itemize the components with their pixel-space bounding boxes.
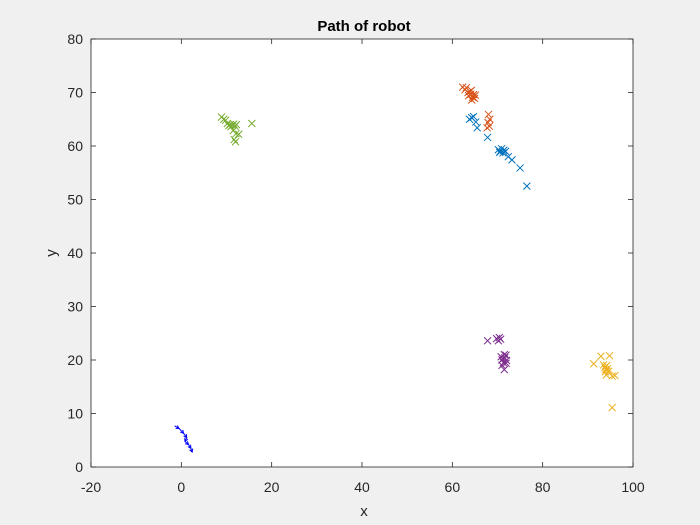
y-tick-label: 10 bbox=[67, 406, 83, 422]
data-point bbox=[473, 123, 482, 132]
trajectory-arrowhead bbox=[189, 448, 194, 454]
data-point bbox=[232, 120, 241, 129]
data-point bbox=[500, 365, 509, 374]
data-point bbox=[501, 147, 510, 156]
data-point bbox=[483, 336, 492, 345]
data-point bbox=[483, 123, 491, 132]
x-tick-label: -20 bbox=[81, 479, 101, 495]
data-point bbox=[232, 129, 240, 138]
data-point bbox=[502, 359, 510, 368]
y-tick-label: 0 bbox=[75, 459, 83, 475]
x-tick-label: 0 bbox=[177, 479, 185, 495]
data-point bbox=[500, 350, 509, 359]
x-tick-label: 40 bbox=[354, 479, 370, 495]
data-point bbox=[495, 333, 504, 342]
y-tick-label: 60 bbox=[67, 138, 83, 154]
series-2 bbox=[589, 351, 619, 412]
chart-title: Path of robot bbox=[317, 18, 410, 35]
data-point bbox=[483, 133, 492, 142]
data-point bbox=[467, 86, 476, 95]
x-axis: -20 0 20 40 60 80 100 bbox=[81, 39, 645, 495]
x-tick-label: 60 bbox=[445, 479, 461, 495]
y-tick-label: 40 bbox=[67, 245, 83, 261]
y-tick-label: 50 bbox=[67, 192, 83, 208]
data-point bbox=[234, 130, 243, 139]
data-point bbox=[603, 364, 612, 373]
data-point bbox=[589, 359, 598, 368]
data-point bbox=[229, 120, 238, 128]
data-point bbox=[469, 112, 478, 121]
data-point bbox=[484, 110, 493, 119]
y-tick-label: 20 bbox=[67, 352, 83, 368]
x-axis-label: x bbox=[360, 503, 368, 520]
data-point bbox=[467, 96, 476, 104]
data-point bbox=[499, 146, 508, 155]
data-point bbox=[230, 135, 239, 144]
data-point bbox=[516, 164, 524, 172]
x-tick-label: 100 bbox=[621, 479, 645, 495]
y-tick-label: 70 bbox=[67, 85, 83, 101]
data-point bbox=[247, 119, 256, 128]
x-tick-label: 80 bbox=[535, 479, 551, 495]
series-1 bbox=[458, 83, 494, 132]
series-0 bbox=[465, 112, 531, 190]
y-axis-label: y bbox=[43, 249, 60, 257]
y-tick-label: 30 bbox=[67, 299, 83, 315]
data-point bbox=[523, 182, 531, 190]
series-4 bbox=[217, 113, 256, 146]
data-point bbox=[608, 372, 617, 380]
data-point bbox=[508, 156, 516, 164]
data-point bbox=[471, 91, 480, 100]
data-layer bbox=[174, 83, 619, 454]
trajectory-segment bbox=[178, 428, 184, 434]
plot-area bbox=[91, 39, 633, 467]
x-tick-label: 20 bbox=[264, 479, 280, 495]
data-point bbox=[471, 118, 480, 126]
data-point bbox=[231, 137, 240, 146]
trajectory-arrowhead bbox=[187, 444, 192, 450]
robot-trajectory bbox=[174, 425, 194, 454]
y-axis: 0 10 20 30 40 50 60 70 80 bbox=[67, 31, 633, 475]
data-point bbox=[597, 352, 605, 361]
data-point bbox=[502, 356, 511, 365]
data-point bbox=[604, 367, 613, 376]
series-3 bbox=[483, 333, 511, 374]
data-point bbox=[611, 371, 619, 380]
data-point bbox=[605, 351, 614, 360]
y-tick-label: 80 bbox=[67, 31, 83, 47]
data-point bbox=[608, 403, 617, 412]
